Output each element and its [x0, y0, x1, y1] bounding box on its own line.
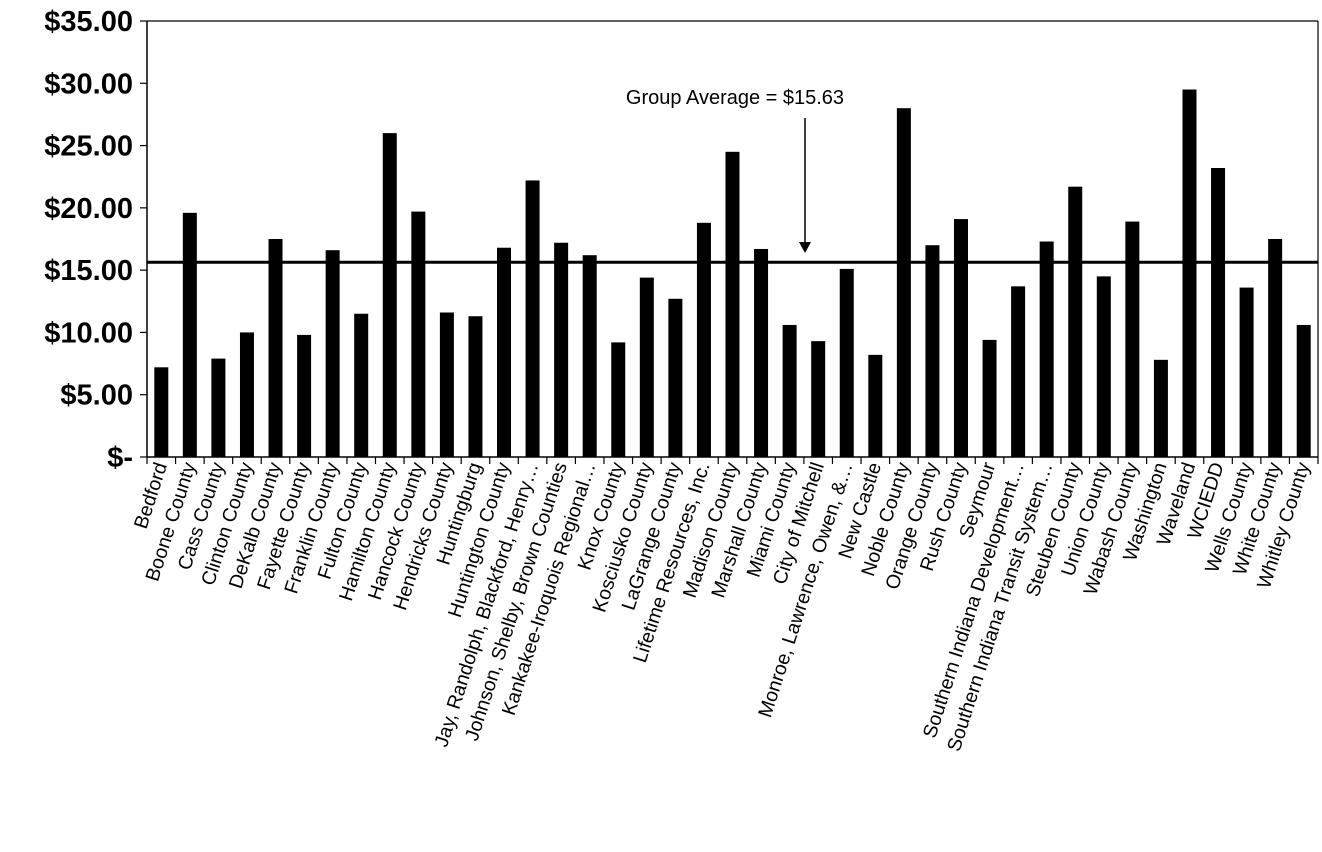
- y-tick-label: $5.00: [60, 380, 133, 412]
- bar: [982, 339, 997, 457]
- bar: [811, 341, 826, 457]
- y-tick-label: $25.00: [44, 131, 133, 163]
- bar: [525, 180, 540, 458]
- bar: [1153, 359, 1168, 457]
- bar: [1096, 276, 1111, 457]
- bar: [239, 332, 254, 457]
- y-tick-label: $15.00: [44, 255, 133, 287]
- bar: [754, 248, 769, 457]
- y-tick-label: $10.00: [44, 317, 133, 349]
- bar: [182, 212, 197, 457]
- y-axis-ticks: $- $5.00 $10.00 $15.00 $20.00 $25.00 $30.00 $35…: [44, 6, 147, 474]
- bar: [925, 245, 940, 457]
- bar: [354, 313, 369, 457]
- bar: [1068, 186, 1083, 457]
- y-tick-label: $20.00: [44, 193, 133, 225]
- bar: [582, 255, 597, 457]
- bar: [1125, 221, 1140, 457]
- group-average-arrow: [799, 118, 811, 253]
- bar: [1268, 239, 1283, 457]
- group-average-annotation: Group Average = $15.63: [626, 87, 844, 109]
- bar: [953, 219, 968, 457]
- bar: [211, 358, 226, 457]
- y-tick-label: $35.00: [44, 6, 133, 38]
- bar: [639, 277, 654, 457]
- y-tick-label: $-: [107, 442, 133, 474]
- bar: [668, 298, 683, 457]
- bar: [439, 312, 454, 457]
- plot-area: $- $5.00 $10.00 $15.00 $20.00 $25.00 $30.00 $35…: [44, 6, 1319, 754]
- bar: [154, 367, 169, 457]
- bar: [1239, 287, 1254, 457]
- bar: [782, 324, 797, 457]
- bar: [468, 316, 483, 457]
- bar: [554, 242, 569, 457]
- bar: [1296, 324, 1311, 457]
- bar: [411, 211, 426, 457]
- bar: [896, 108, 911, 457]
- bar: [297, 334, 312, 457]
- bar: [725, 151, 740, 458]
- bar: [325, 250, 340, 457]
- bar: [382, 133, 397, 457]
- bar: [611, 342, 626, 457]
- bars: [154, 89, 1311, 458]
- bar: [696, 222, 711, 457]
- bar: [1211, 167, 1226, 457]
- bar: [268, 239, 283, 457]
- bar: [1039, 241, 1054, 457]
- bar: [868, 354, 883, 457]
- bar: [1182, 89, 1197, 457]
- bar: [497, 247, 512, 457]
- y-tick-label: $30.00: [44, 68, 133, 100]
- bar: [839, 268, 854, 457]
- bar: [1011, 286, 1026, 457]
